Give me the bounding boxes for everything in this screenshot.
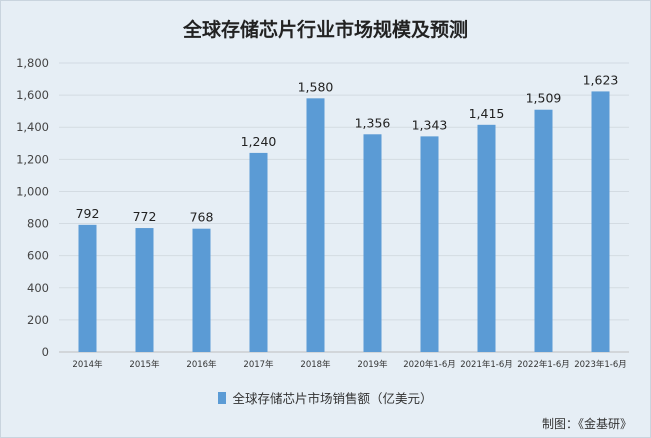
x-tick-label: 2021年1-6月 [460, 359, 513, 370]
bar [420, 136, 439, 352]
bar [477, 124, 496, 352]
data-label: 792 [76, 206, 100, 221]
y-tick-label: 1,800 [16, 56, 49, 70]
data-label: 772 [133, 209, 157, 224]
bar [192, 228, 211, 352]
x-tick-label: 2022年1-6月 [517, 359, 570, 370]
x-tick-label: 2016年 [186, 359, 217, 370]
y-tick-label: 1,400 [16, 120, 49, 134]
bar [135, 228, 154, 352]
x-tick-label: 2019年 [357, 359, 388, 370]
x-tick-label: 2018年 [300, 359, 331, 370]
legend-label: 全球存储芯片市场销售额（亿美元） [232, 391, 433, 406]
x-tick-label: 2015年 [129, 359, 160, 370]
legend: 全球存储芯片市场销售额（亿美元） [1, 388, 650, 407]
legend-swatch [218, 391, 227, 404]
y-tick-label: 0 [42, 345, 49, 359]
data-label: 1,580 [298, 79, 334, 94]
x-tick-label: 2017年 [243, 359, 274, 370]
chart-title: 全球存储芯片行业市场规模及预测 [182, 19, 468, 41]
bar [78, 224, 97, 352]
bar [306, 98, 325, 352]
y-tick-label: 400 [27, 281, 49, 295]
x-tick-label: 2020年1-6月 [403, 359, 456, 370]
data-label: 768 [190, 210, 214, 225]
y-tick-label: 200 [27, 313, 49, 327]
data-label: 1,356 [355, 115, 391, 130]
data-label: 1,240 [241, 134, 277, 149]
y-tick-label: 1,600 [16, 88, 49, 102]
bar [249, 152, 268, 352]
source-note: 制图：《金基研》 [541, 417, 632, 431]
bar [591, 91, 610, 352]
bar [363, 134, 382, 352]
y-tick-label: 600 [27, 249, 49, 263]
data-label: 1,343 [412, 117, 448, 132]
x-tick-label: 2023年1-6月 [574, 359, 627, 370]
y-tick-label: 800 [27, 217, 49, 231]
y-tick-label: 1,000 [16, 184, 49, 198]
bar [534, 109, 553, 352]
data-label: 1,509 [526, 91, 562, 106]
data-label: 1,415 [469, 106, 505, 121]
x-tick-label: 2014年 [72, 359, 103, 370]
y-tick-label: 1,200 [16, 152, 49, 166]
data-label: 1,623 [583, 72, 619, 87]
